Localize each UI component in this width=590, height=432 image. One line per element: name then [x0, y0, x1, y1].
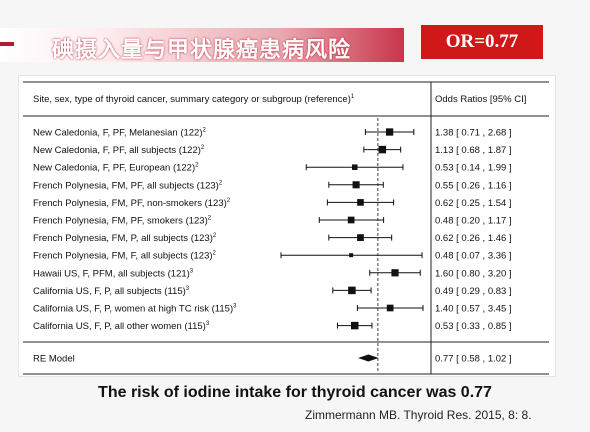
forest-plot-panel: Site, sex, type of thyroid cancer, summa… — [18, 75, 556, 377]
forest-plot: Site, sex, type of thyroid cancer, summa… — [23, 81, 549, 375]
point-estimate — [347, 216, 355, 224]
estimate-value: 1.40 [ 0.57 , 3.45 ] — [435, 304, 512, 315]
study-label: French Polynesia, FM, PF, all subjects (… — [33, 180, 223, 191]
study-label: California US, F, P, women at high TC ri… — [33, 304, 237, 315]
estimate-value: 0.62 [ 0.25 , 1.54 ] — [435, 198, 512, 209]
source-citation: Zimmermann MB. Thyroid Res. 2015, 8: 8. — [305, 408, 532, 422]
estimate-value: 0.49 [ 0.29 , 0.83 ] — [435, 286, 512, 297]
slide-title: 碘摄入量与甲状腺癌患病风险 — [52, 38, 352, 63]
estimate-value: 0.53 [ 0.14 , 1.99 ] — [435, 163, 512, 174]
study-label: New Caledonia, F, PF, European (122)2 — [33, 163, 199, 174]
study-label: New Caledonia, F, PF, Melanesian (122)2 — [33, 128, 207, 139]
point-estimate — [391, 269, 399, 277]
study-label: New Caledonia, F, PF, all subjects (122)… — [33, 145, 205, 156]
point-estimate — [385, 128, 394, 136]
study-label: California US, F, P, all subjects (115)3 — [33, 286, 190, 297]
point-estimate — [357, 234, 364, 241]
study-label: French Polynesia, FM, F, all subjects (1… — [33, 251, 217, 262]
title-banner: 碘摄入量与甲状腺癌患病风险 — [0, 28, 404, 63]
summary-estimate-value: 0.77 [ 0.58 , 1.02 ] — [435, 354, 512, 365]
summary-diamond — [358, 354, 379, 362]
study-label: French Polynesia, FM, PF, non-smokers (1… — [33, 198, 231, 209]
estimate-value: 1.38 [ 0.71 , 2.68 ] — [435, 128, 512, 139]
point-estimate — [348, 286, 356, 295]
caption: The risk of iodine intake for thyroid ca… — [98, 384, 492, 401]
estimate-value: 1.60 [ 0.80 , 3.20 ] — [435, 268, 512, 279]
point-estimate — [352, 181, 360, 189]
point-estimate — [351, 321, 359, 330]
point-estimate — [351, 164, 358, 170]
point-estimate — [349, 253, 354, 258]
study-label: French Polynesia, FM, PF, smokers (123)2 — [33, 216, 212, 227]
estimate-value: 0.55 [ 0.26 , 1.16 ] — [435, 180, 512, 191]
or-badge: OR=0.77 — [421, 25, 543, 59]
summary-label: RE Model — [33, 354, 75, 365]
point-estimate — [378, 145, 387, 154]
estimate-value: 1.13 [ 0.68 , 1.87 ] — [435, 145, 512, 156]
study-label: Hawaii US, F, PFM, all subjects (121)3 — [33, 268, 194, 279]
estimate-value: 0.48 [ 0.20 , 1.17 ] — [435, 216, 512, 227]
estimate-column-header: Odds Ratios [95% CI] — [435, 94, 526, 105]
study-label: French Polynesia, FM, P, all subjects (1… — [33, 233, 217, 244]
estimate-value: 0.62 [ 0.26 , 1.46 ] — [435, 233, 512, 244]
point-estimate — [357, 199, 364, 206]
title-accent-bar — [0, 42, 14, 46]
study-label: California US, F, P, all other women (11… — [33, 321, 210, 332]
point-estimate — [386, 304, 394, 312]
study-column-header: Site, sex, type of thyroid cancer, summa… — [33, 94, 355, 105]
estimate-value: 0.48 [ 0.07 , 3.36 ] — [435, 251, 512, 262]
estimate-value: 0.53 [ 0.33 , 0.85 ] — [435, 321, 512, 332]
